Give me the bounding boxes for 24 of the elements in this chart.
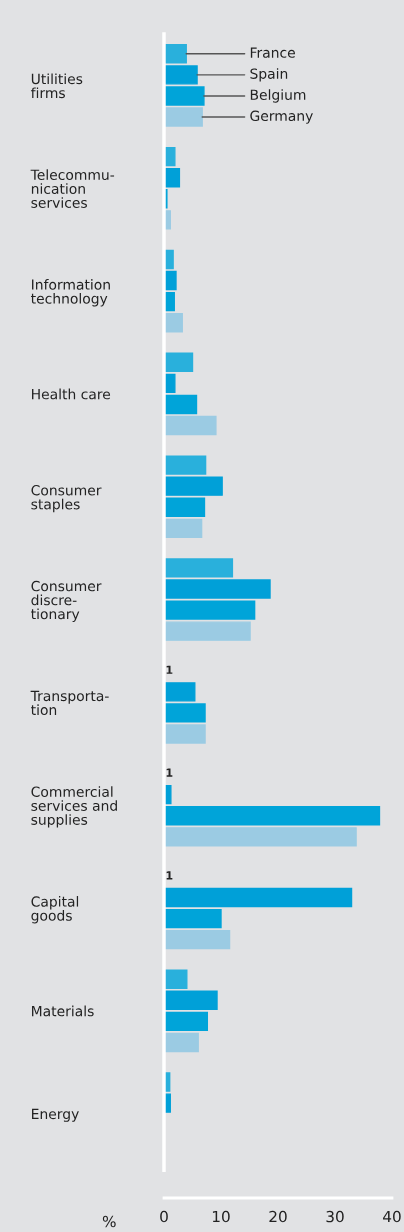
y-tick-label: Materials [32,1005,94,1017]
y-tick-label: Telecommu- nication services [30,169,115,208]
y-tick-label: Commercial services and supplies [31,786,117,828]
y-tick-label: Transporta- tion [30,690,109,716]
y-tick-label: Consumer discre- tionary [31,580,102,622]
text: Belgium [250,89,306,103]
x-tick-label: 20 [269,1210,287,1223]
annotation: 1 [166,871,173,880]
x-tick-label: 0 [160,1210,168,1223]
text: Spain [250,68,288,82]
annotation: 1 [166,768,173,777]
y-tick-label: Energy [32,1108,79,1122]
y-tick-label: Utilities firms [30,73,83,99]
x-axis-title: % [102,1215,116,1228]
text: France [250,47,295,58]
x-tick-label: 30 [326,1210,344,1223]
y-tick-label: Consumer staples [31,484,102,513]
x-tick-label: 40 [383,1210,401,1223]
y-tick-label: Health care [32,388,111,400]
y-tick-label: Information technology [31,279,110,307]
x-tick-label: 10 [212,1210,230,1223]
y-tick-label: Capital goods [31,896,79,924]
text: Germany [250,110,313,124]
annotation: 1 [166,665,173,674]
